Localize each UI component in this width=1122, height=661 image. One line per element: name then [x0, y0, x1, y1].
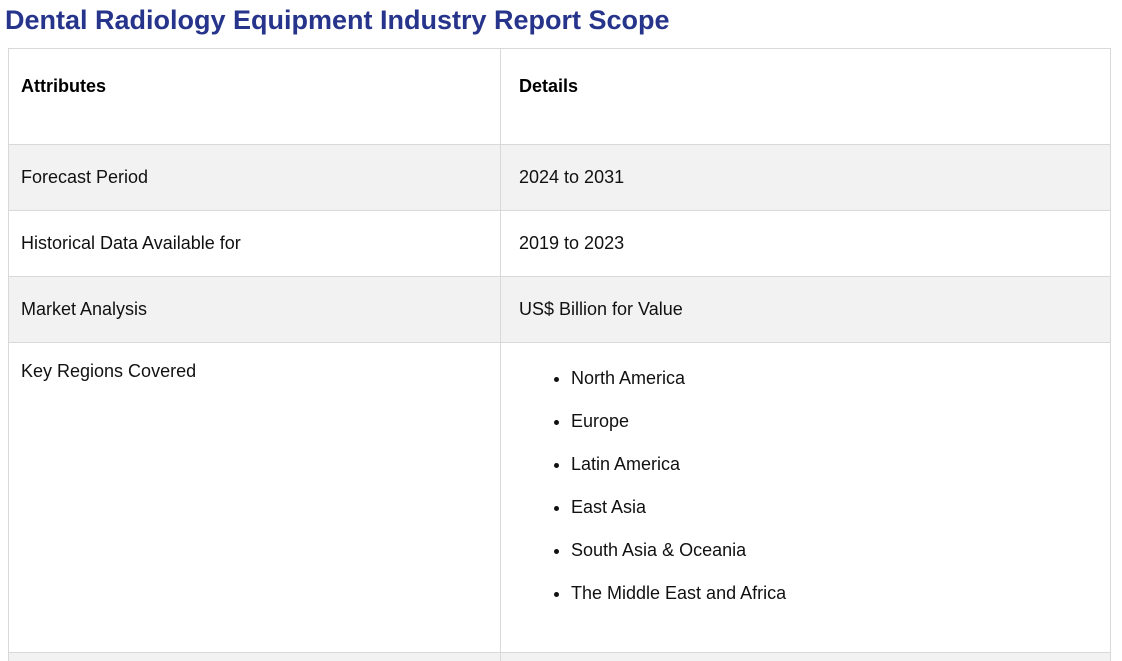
attribute-key-regions: Key Regions Covered	[8, 342, 501, 653]
table-row: Historical Data Available for 2019 to 20…	[8, 210, 1111, 277]
attribute-market-analysis: Market Analysis	[8, 276, 501, 343]
table-row: Forecast Period 2024 to 2031	[8, 144, 1111, 211]
detail-key-regions: North America Europe Latin America East …	[500, 342, 1111, 653]
key-regions-list: North America Europe Latin America East …	[519, 366, 1100, 605]
region-list-item: South Asia & Oceania	[571, 538, 1100, 562]
table-row: Market Analysis US$ Billion for Value	[8, 276, 1111, 343]
report-scope-table: Attributes Details Forecast Period 2024 …	[8, 48, 1111, 661]
detail-market-analysis: US$ Billion for Value	[500, 276, 1111, 343]
region-list-item: East Asia	[571, 495, 1100, 519]
detail-historical-data: 2019 to 2023	[500, 210, 1111, 277]
detail-cutoff-cell	[500, 652, 1111, 661]
table-header-row: Attributes Details	[8, 48, 1111, 145]
region-list-item: North America	[571, 366, 1100, 390]
table-row: Key Regions Covered North America Europe…	[8, 342, 1111, 653]
attribute-cutoff-cell	[8, 652, 501, 661]
table-row-cutoff	[8, 652, 1111, 661]
column-header-details: Details	[500, 48, 1111, 145]
region-list-item: The Middle East and Africa	[571, 581, 1100, 605]
attribute-forecast-period: Forecast Period	[8, 144, 501, 211]
attribute-historical-data: Historical Data Available for	[8, 210, 501, 277]
column-header-attributes: Attributes	[8, 48, 501, 145]
report-scope-page: Dental Radiology Equipment Industry Repo…	[0, 4, 1122, 661]
page-title: Dental Radiology Equipment Industry Repo…	[5, 5, 670, 35]
region-list-item: Europe	[571, 409, 1100, 433]
region-list-item: Latin America	[571, 452, 1100, 476]
detail-forecast-period: 2024 to 2031	[500, 144, 1111, 211]
